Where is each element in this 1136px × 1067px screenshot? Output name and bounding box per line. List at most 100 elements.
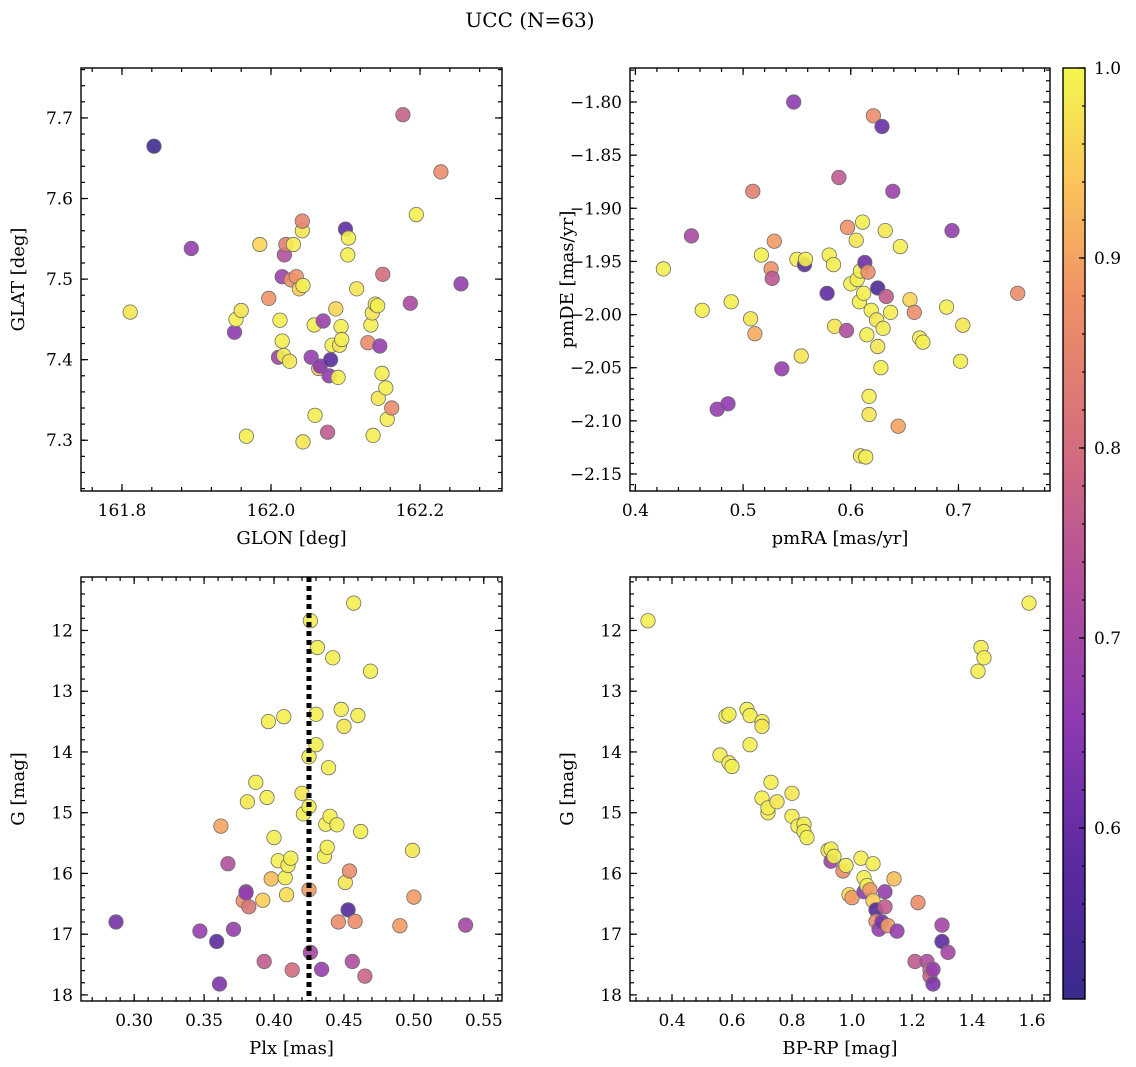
scatter-point xyxy=(839,219,856,235)
scatter-point xyxy=(255,892,271,908)
x-tick-label: 161.8 xyxy=(98,501,147,521)
scatter-point xyxy=(329,817,345,833)
scatter-point xyxy=(944,223,960,239)
scatter-point xyxy=(308,737,324,753)
scatter-point xyxy=(369,298,386,314)
scatter-point xyxy=(334,331,350,348)
y-tick-label: 15 xyxy=(51,804,73,824)
x-tick-label: 1.4 xyxy=(958,1011,985,1031)
scatter-point xyxy=(885,183,901,199)
scatter-point xyxy=(344,953,360,970)
scatter-point xyxy=(793,348,809,364)
scatter-point xyxy=(742,737,758,753)
y-tick-label: 17 xyxy=(51,925,73,945)
x-tick-label: 0.55 xyxy=(465,1011,503,1031)
x-tick-label: 0.50 xyxy=(395,1011,433,1031)
scatter-point xyxy=(721,706,737,722)
scatter-point xyxy=(952,353,969,369)
scatter-point xyxy=(906,304,922,320)
scatter-point xyxy=(753,247,770,263)
scatter-point xyxy=(340,230,357,246)
y-tick-label: −2.00 xyxy=(570,306,622,326)
scatter-point xyxy=(378,380,394,396)
scatter-point xyxy=(362,663,379,679)
x-tick-label: 162.0 xyxy=(247,501,296,521)
colorbar-frame xyxy=(1062,67,1086,1000)
scatter-point xyxy=(350,707,366,724)
scatter-point xyxy=(763,774,779,790)
scatter-point xyxy=(375,266,391,282)
scatter-point xyxy=(870,338,886,355)
scatter-point xyxy=(336,718,352,735)
scatter-point xyxy=(848,232,864,248)
scatter-point xyxy=(892,239,908,255)
scatter-point xyxy=(392,918,408,934)
x-axis-label: GLON [deg] xyxy=(236,528,346,549)
scatter-point xyxy=(274,333,290,349)
scatter-point xyxy=(266,829,282,846)
colorbar-tick-label: 1.0 xyxy=(1094,59,1121,79)
scatter-point xyxy=(742,311,759,327)
scatter-point xyxy=(882,304,899,320)
panel-glon-glat: 161.8 162.0 162.2 7.3 7.4 7.5 7.6 7.7 GLON [deg]… xyxy=(8,67,503,549)
scatter-point xyxy=(747,326,763,342)
points-layer xyxy=(655,94,1026,465)
colorbar-tick-label: 0.9 xyxy=(1094,249,1121,269)
x-axis-label: pmRA [mas/yr] xyxy=(772,528,909,549)
scatter-point xyxy=(325,650,341,666)
scatter-point xyxy=(319,839,335,855)
scatter-point xyxy=(333,318,349,335)
scatter-point xyxy=(873,360,889,376)
y-axis-label: G [mag] xyxy=(557,752,578,825)
scatter-point xyxy=(877,223,893,239)
scatter-point xyxy=(408,207,424,223)
scatter-point xyxy=(854,214,871,230)
scatter-point xyxy=(384,400,400,416)
scatter-point xyxy=(453,276,469,292)
scatter-point xyxy=(238,428,254,444)
panel-bprp-g: 0.4 0.6 0.8 1.0 1.2 1.4 1.6 12 13 14 15 16 17 18 BP-RP… xyxy=(557,576,1051,1059)
x-tick-label: 0.4 xyxy=(658,1011,685,1031)
y-tick-label: 15 xyxy=(600,804,622,824)
scatter-point xyxy=(374,365,390,381)
y-tick-label: −2.15 xyxy=(570,465,622,485)
scatter-point xyxy=(319,424,336,440)
scatter-point xyxy=(347,913,363,930)
scatter-point xyxy=(248,774,264,790)
scatter-point xyxy=(349,281,365,297)
scatter-point xyxy=(878,288,894,305)
scatter-point xyxy=(353,823,369,840)
colorbar: 0.6 0.7 0.8 0.9 1.0 xyxy=(1062,59,1121,1000)
scatter-point xyxy=(226,324,243,340)
scatter-point xyxy=(315,313,331,329)
x-tick-label: 0.40 xyxy=(255,1011,293,1031)
x-tick-label: 0.6 xyxy=(837,501,864,521)
y-tick-label: 7.6 xyxy=(46,190,73,210)
x-tick-label: 1.6 xyxy=(1018,1011,1045,1031)
scatter-point xyxy=(225,921,242,937)
scatter-point xyxy=(183,240,199,257)
scatter-point xyxy=(333,701,349,718)
panel-pmra-pmde: 0.4 0.5 0.6 0.7 −2.15 −2.10 −2.05 −2.00 −1.95 −1.… xyxy=(557,67,1051,549)
scatter-point xyxy=(365,427,381,443)
scatter-point xyxy=(340,902,356,918)
axes-frame xyxy=(629,67,1051,492)
scatter-point xyxy=(938,299,955,315)
y-tick-label: 12 xyxy=(600,621,622,641)
figure-title: UCC (N=63) xyxy=(465,8,594,32)
scatter-point xyxy=(640,613,656,629)
x-tick-label: 0.8 xyxy=(778,1011,805,1031)
y-tick-label: 14 xyxy=(600,743,622,763)
x-tick-label: 0.4 xyxy=(622,501,649,521)
scatter-point xyxy=(330,914,346,930)
scatter-point xyxy=(241,899,257,915)
scatter-point xyxy=(886,871,902,887)
scatter-point xyxy=(276,709,292,725)
scatter-point xyxy=(238,885,254,901)
scatter-point xyxy=(694,302,710,318)
scatter-point xyxy=(720,396,736,412)
scatter-point xyxy=(723,294,739,310)
scatter-point xyxy=(309,639,325,656)
scatter-point xyxy=(890,418,906,434)
scatter-point xyxy=(209,933,225,950)
